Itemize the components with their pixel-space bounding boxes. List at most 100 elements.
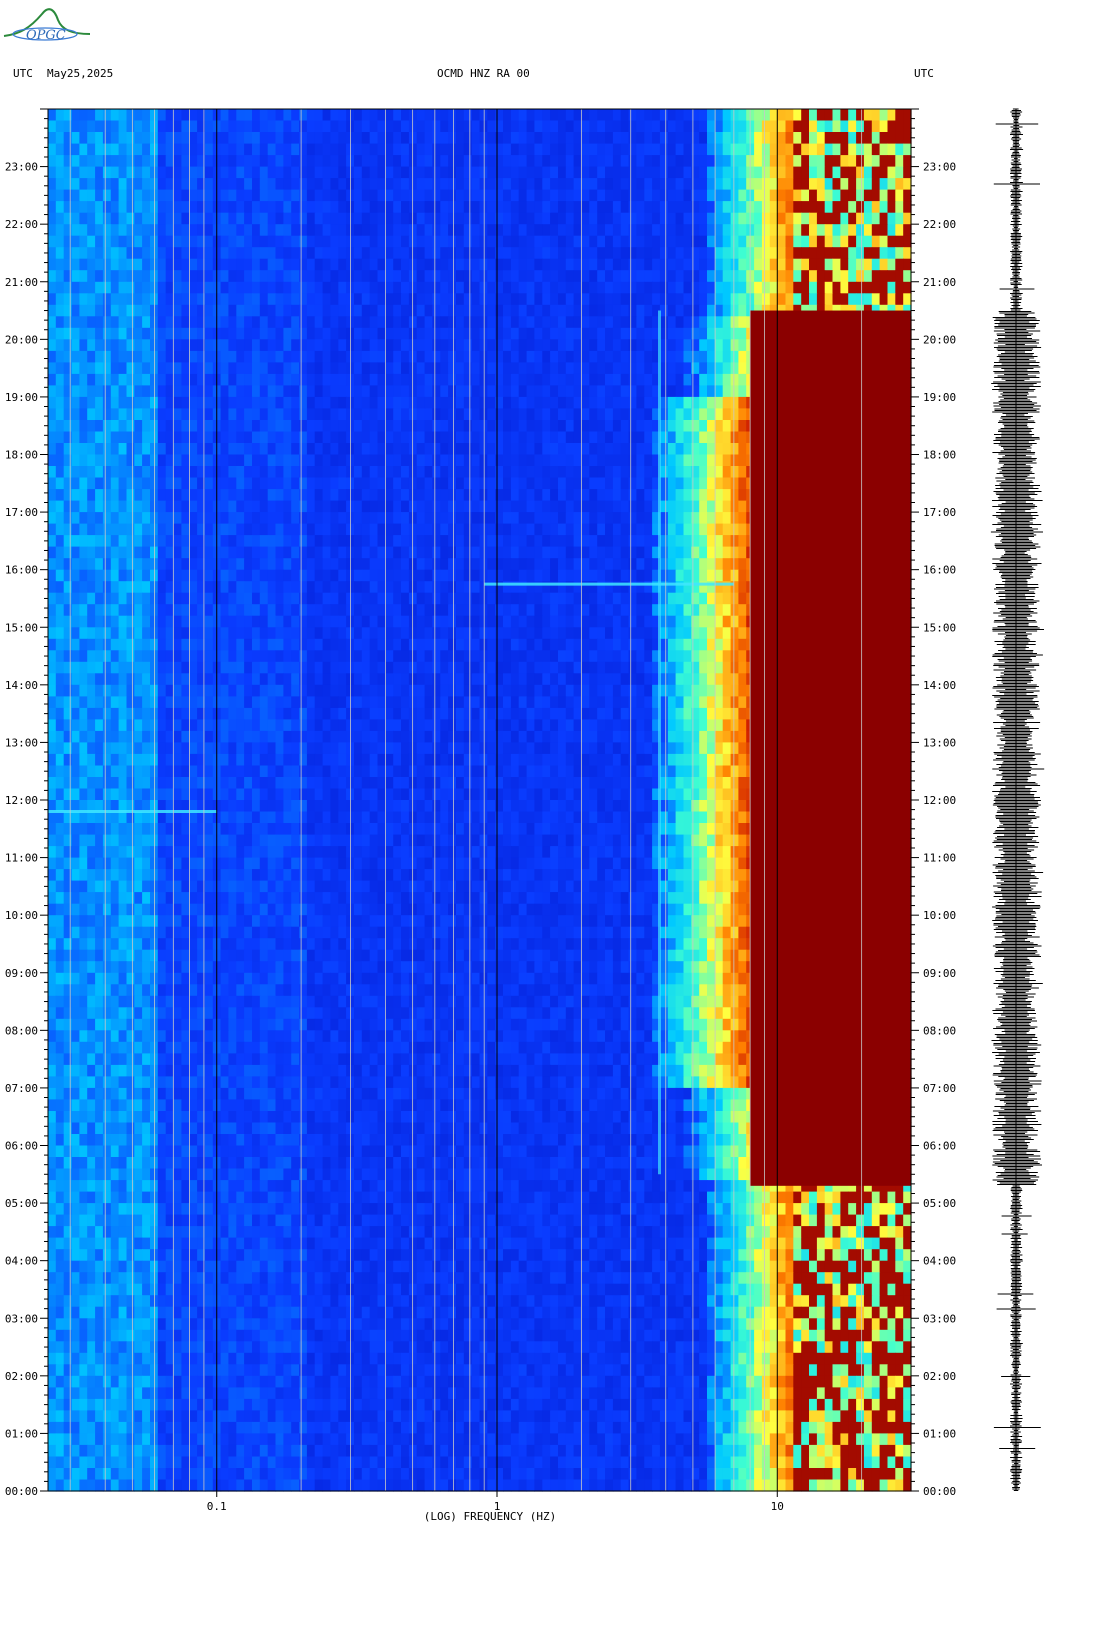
heat-cell [236, 270, 245, 283]
heat-cell [879, 247, 888, 260]
heat-cell [275, 500, 284, 513]
heat-cell [667, 258, 677, 271]
heat-cell [393, 258, 402, 271]
heat-cell [95, 281, 104, 294]
heat-cell [848, 132, 857, 145]
heat-cell [197, 558, 206, 571]
heat-cell [659, 385, 669, 398]
heat-cell [644, 443, 653, 456]
heat-cell [605, 373, 614, 386]
heat-cell [142, 500, 151, 513]
heat-cell [338, 247, 347, 260]
heat-cell [401, 523, 410, 536]
heat-cell [667, 166, 677, 179]
heat-cell [118, 212, 127, 225]
heat-cell [361, 270, 371, 283]
heat-cell [63, 420, 73, 433]
heat-cell [110, 420, 120, 433]
heat-cell [322, 143, 331, 156]
heat-cell [777, 247, 786, 260]
heat-cell [275, 120, 284, 133]
heat-cell [573, 512, 582, 525]
heat-cell [118, 581, 127, 594]
heat-cell [667, 270, 677, 283]
heat-cell [71, 489, 80, 502]
heat-cell [510, 512, 520, 525]
heat-cell [824, 212, 834, 225]
heat-cell [173, 558, 182, 571]
heat-cell [691, 385, 700, 398]
heat-cell [338, 258, 347, 271]
heat-cell [291, 120, 300, 133]
heat-cell [228, 201, 237, 214]
heat-cell [801, 143, 810, 156]
heat-cell [228, 235, 237, 248]
heat-cell [526, 385, 535, 398]
heat-cell [126, 143, 135, 156]
heat-cell [401, 454, 410, 467]
heat-cell [102, 385, 112, 398]
heat-cell [487, 385, 496, 398]
heat-cell [510, 569, 520, 582]
heat-cell [620, 581, 630, 594]
heat-cell [801, 212, 810, 225]
heat-cell [48, 304, 57, 317]
heat-cell [134, 235, 143, 248]
heat-cell [126, 512, 135, 525]
heat-cell [636, 546, 645, 559]
heat-cell [416, 350, 426, 363]
heat-cell [95, 615, 104, 628]
heat-cell [707, 477, 716, 490]
heat-cell [275, 615, 284, 628]
heat-cell [361, 443, 371, 456]
heat-cell [330, 558, 339, 571]
heat-cell [809, 247, 818, 260]
heat-cell [259, 155, 269, 168]
heat-cell [95, 523, 104, 536]
heat-cell [471, 592, 481, 605]
heat-cell [691, 408, 700, 421]
heat-cell [534, 155, 543, 168]
heat-cell [738, 466, 747, 479]
heat-cell [157, 327, 167, 340]
heat-cell [620, 373, 630, 386]
heat-cell [87, 604, 96, 617]
heat-cell [322, 627, 331, 640]
heat-cell [620, 143, 630, 156]
heat-cell [542, 224, 551, 237]
heat-cell [801, 178, 810, 191]
heat-cell [157, 592, 167, 605]
heat-cell [330, 420, 339, 433]
heat-cell [118, 178, 127, 191]
heat-cell [118, 339, 127, 352]
heat-cell [48, 281, 57, 294]
heat-cell [581, 396, 590, 409]
heat-cell [628, 189, 637, 202]
heat-cell [291, 431, 300, 444]
heat-cell [165, 212, 175, 225]
heat-cell [401, 431, 410, 444]
heat-cell [322, 569, 331, 582]
heat-cell [63, 396, 73, 409]
heat-cell [730, 235, 739, 248]
heat-cell [675, 189, 684, 202]
heat-cell [652, 523, 661, 536]
heat-cell [675, 385, 684, 398]
heat-cell [55, 362, 65, 375]
heat-cell [534, 350, 543, 363]
heat-cell [738, 166, 747, 179]
heat-cell [220, 350, 229, 363]
heat-cell [503, 454, 512, 467]
heat-cell [189, 166, 198, 179]
heat-cell [220, 304, 229, 317]
heat-cell [314, 166, 324, 179]
heat-cell [479, 235, 488, 248]
heat-cell [291, 385, 300, 398]
heat-cell [495, 569, 504, 582]
heat-cell [361, 523, 371, 536]
heat-cell [71, 247, 80, 260]
heat-cell [189, 523, 198, 536]
heat-cell [283, 558, 292, 571]
heat-cell [754, 178, 763, 191]
heat-cell [503, 339, 512, 352]
